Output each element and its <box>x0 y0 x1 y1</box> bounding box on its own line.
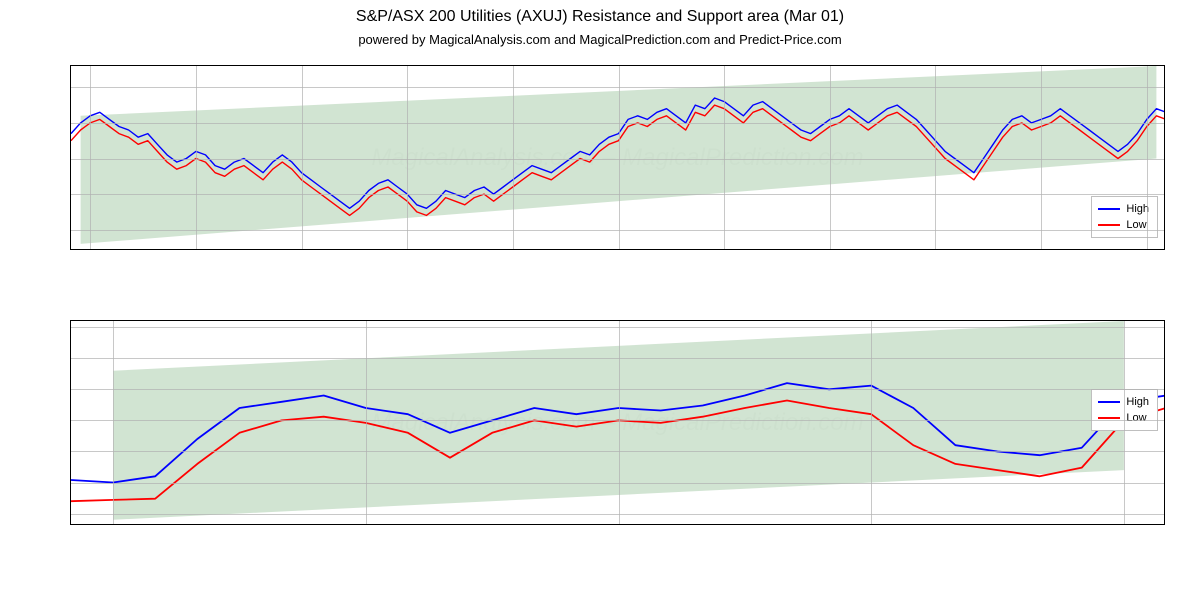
y-tick: 9000 <box>70 414 71 426</box>
x-tick: 2024-11 <box>916 249 956 250</box>
chart-subtitle: powered by MagicalAnalysis.com and Magic… <box>0 26 1200 53</box>
x-tick: 2024-07 <box>704 249 744 250</box>
x-tick: 2025-01 <box>1021 249 1061 250</box>
y-tick: 8750 <box>70 445 71 457</box>
chart-title: S&P/ASX 200 Utilities (AXUJ) Resistance … <box>0 0 1200 26</box>
y-tick: 8000 <box>70 188 71 200</box>
x-tick: 2024-03 <box>493 249 533 250</box>
x-tick: 2024-01 <box>387 249 427 250</box>
bottom-chart: MagicalAnalysis.com – MagicalPrediction.… <box>70 320 1165 525</box>
y-tick: 8500 <box>70 477 71 489</box>
top-chart: MagicalAnalysis.com – MagicalPrediction.… <box>70 65 1165 250</box>
x-axis-label: Date <box>605 249 630 250</box>
y-tick: 9000 <box>70 117 71 129</box>
x-tick: 2025-02 <box>851 524 891 525</box>
legend-swatch-high <box>1098 208 1120 210</box>
legend: High Low <box>1091 196 1158 238</box>
x-tick: 2024-11 <box>93 524 133 525</box>
legend-swatch-low <box>1098 417 1120 419</box>
x-tick: 2024-05 <box>598 249 638 250</box>
legend-label-high: High <box>1126 203 1149 215</box>
x-tick: 2023-09 <box>176 249 216 250</box>
y-tick: 9250 <box>70 383 71 395</box>
legend-label-high: High <box>1126 396 1149 408</box>
x-tick: 2024-09 <box>810 249 850 250</box>
x-tick: 2023-07 <box>70 249 110 250</box>
x-axis-label: Date <box>605 524 630 525</box>
x-tick: 2025-03 <box>1127 249 1165 250</box>
legend-swatch-low <box>1098 224 1120 226</box>
y-tick: 9750 <box>70 321 71 333</box>
legend-swatch-high <box>1098 401 1120 403</box>
y-tick: 7500 <box>70 224 71 236</box>
x-tick: 2025-01 <box>598 524 638 525</box>
x-tick: 2025-03 <box>1104 524 1144 525</box>
x-tick: 2023-11 <box>282 249 322 250</box>
x-tick: 2024-12 <box>346 524 386 525</box>
legend-label-low: Low <box>1126 412 1146 424</box>
y-tick: 9500 <box>70 352 71 364</box>
y-tick: 9500 <box>70 81 71 93</box>
y-tick: 8500 <box>70 153 71 165</box>
y-tick: 8250 <box>70 508 71 520</box>
